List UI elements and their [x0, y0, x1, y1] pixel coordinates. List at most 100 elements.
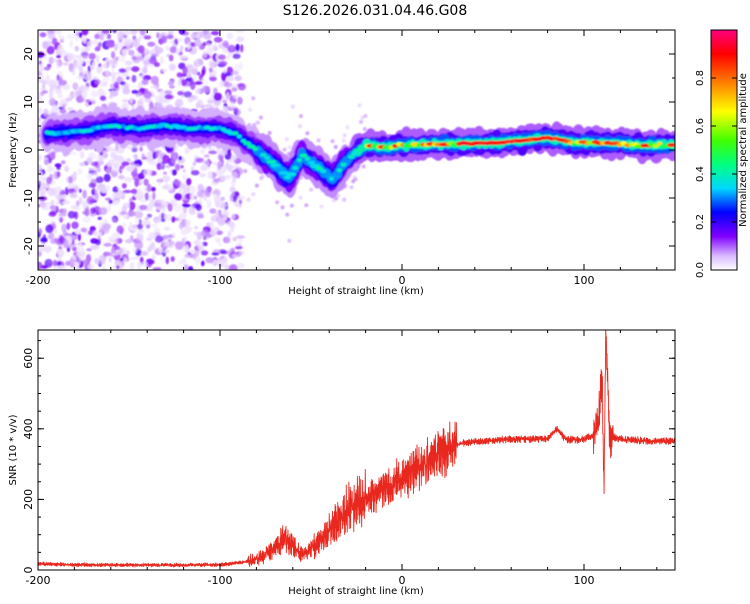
spectrogram-noise-blob [81, 90, 88, 99]
spectrogram-noise-blob [95, 54, 100, 63]
spectrogram-noise-blob [202, 235, 207, 240]
spectrogram-noise-blob [209, 67, 213, 73]
spectrogram-noise-blob [178, 222, 184, 230]
spectrogram-noise-blob [131, 55, 138, 61]
spectrogram-noise-blob [192, 34, 198, 39]
spectrogram-noise-blob [166, 34, 174, 40]
y-tick-label: 10 [22, 95, 35, 109]
spectrogram-noise-blob [91, 161, 99, 167]
spectrogram-noise-blob [116, 156, 123, 165]
spectrogram-noise-blob [42, 41, 48, 50]
spectrogram-noise-blob [352, 175, 357, 180]
spectrogram-noise-blob [259, 176, 264, 181]
spectrogram-noise-blob [160, 56, 164, 65]
spectrogram-noise-blob [131, 147, 138, 153]
spectrogram-noise-blob [177, 90, 184, 96]
spectrogram-noise-blob [221, 106, 228, 112]
spectrogram-noise-blob [162, 234, 169, 240]
spectrogram-noise-blob [114, 71, 122, 76]
spectrogram-noise-blob [192, 161, 196, 166]
spectrogram-noise-blob [342, 197, 347, 202]
spectrogram-noise-blob [39, 32, 47, 38]
spectrogram-noise-blob [137, 223, 144, 230]
spectrogram-noise-blob [146, 151, 152, 159]
spectrogram-noise-blob [192, 64, 196, 70]
x-tick-label: -200 [26, 574, 51, 587]
spectrogram-noise-blob [42, 90, 48, 94]
spectrogram-noise-blob [123, 257, 127, 264]
spectrogram-noise-blob [214, 210, 221, 217]
spectrogram-noise-blob [209, 76, 217, 82]
spectrogram-noise-blob [217, 54, 226, 60]
spectrogram-noise-blob [61, 223, 67, 233]
spectrogram-noise-blob [201, 85, 211, 94]
spectrogram-noise-blob [64, 165, 70, 172]
spectrogram-noise-blob [237, 249, 245, 256]
spectrogram-noise-blob [159, 162, 164, 169]
spectrogram-noise-blob [86, 157, 93, 165]
spectrogram-noise-blob [106, 33, 112, 40]
spectrogram-noise-blob [226, 267, 230, 270]
spectrogram-noise-blob [158, 247, 164, 254]
spectrogram-noise-blob [206, 99, 215, 104]
spectrogram-noise-blob [65, 97, 73, 102]
spectrogram-noise-blob [90, 244, 100, 250]
spectrogram-noise-blob [98, 63, 102, 68]
spectrogram-noise-blob [140, 251, 149, 256]
spectrogram-noise-blob [181, 73, 187, 77]
y-tick-label: 0 [22, 147, 35, 154]
spectrogram-noise-blob [67, 107, 74, 111]
spectrogram-noise-blob [58, 79, 67, 86]
spectrogram-noise-blob [38, 63, 44, 73]
spectrogram-noise-blob [139, 146, 143, 152]
spectrogram-noise-blob [71, 239, 75, 246]
spectrogram-noise-blob [60, 190, 66, 195]
spectrogram-noise-blob [62, 62, 70, 66]
spectrogram-peak-blob [236, 134, 242, 139]
spectrogram-noise-blob [115, 144, 119, 151]
spectrogram-noise-blob [105, 68, 111, 77]
spectrogram-noise-blob [222, 236, 231, 244]
spectrogram-noise-blob [71, 221, 79, 230]
snr-panel: -200 -100 0 100 0 200 400 600 Height of straigh… [8, 329, 676, 597]
spectrogram-peak-blob [351, 151, 360, 156]
spectrogram-noise-blob [237, 83, 246, 91]
spectrogram-noise-blob [174, 179, 182, 186]
spectrogram-noise-blob [56, 166, 61, 171]
spectrogram-noise-blob [72, 185, 80, 192]
spectrogram-noise-blob [94, 187, 100, 194]
spectrogram-noise-blob [168, 63, 176, 71]
spectrogram-noise-blob [119, 228, 123, 235]
spectrogram-noise-blob [221, 208, 228, 213]
spectrogram-peak-blob [260, 152, 267, 157]
spectrogram-noise-blob [142, 75, 152, 81]
spectrogram-noise-blob [38, 180, 42, 188]
colorbar-tick-label: 0.8 [695, 70, 706, 86]
spectrogram-noise-blob [330, 139, 335, 144]
spectrogram-noise-blob [38, 164, 43, 173]
spectrogram-noise-blob [135, 255, 139, 260]
spectrogram-noise-blob [203, 154, 210, 158]
spectrogram-noise-blob [202, 41, 207, 47]
spectrogram-noise-blob [51, 37, 58, 46]
spectrogram-peak-blob [273, 166, 285, 171]
spectrogram-noise-blob [87, 263, 95, 270]
spectrogram-noise-blob [124, 177, 133, 182]
spectrogram-noise-blob [349, 185, 354, 190]
spectrogram-noise-blob [143, 67, 148, 74]
spectrogram-peak-blob [504, 139, 511, 144]
spectrogram-peak-blob [299, 153, 308, 158]
spectrogram-noise-blob [59, 39, 64, 43]
spectrogram-noise-blob [88, 230, 93, 236]
spectrogram-noise-blob [86, 196, 95, 205]
spectrogram-noise-blob [92, 76, 99, 80]
spectrogram-noise-blob [38, 154, 42, 162]
spectrogram-noise-blob [213, 36, 223, 43]
spectrogram-noise-blob [226, 66, 233, 74]
spectrogram-noise-blob [67, 210, 76, 219]
spectrogram-noise-blob [234, 75, 242, 81]
spectrogram-noise-blob [80, 47, 88, 54]
spectrogram-noise-blob [171, 156, 177, 164]
spectrogram-noise-blob [147, 161, 155, 165]
spectrogram-noise-blob [130, 30, 138, 35]
